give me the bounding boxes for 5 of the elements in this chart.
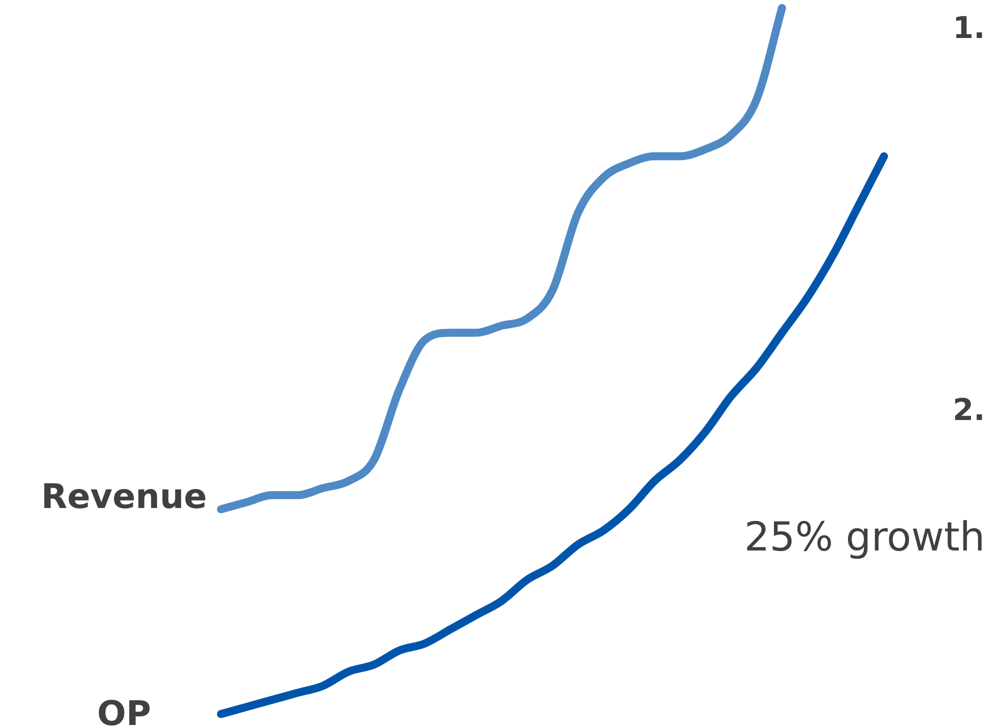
annotation: 25% growth: [744, 514, 985, 560]
text: OP: [97, 694, 151, 728]
text: 1.: [952, 10, 985, 46]
text: 2.: [952, 392, 985, 428]
series-label: Revenue: [41, 477, 207, 518]
